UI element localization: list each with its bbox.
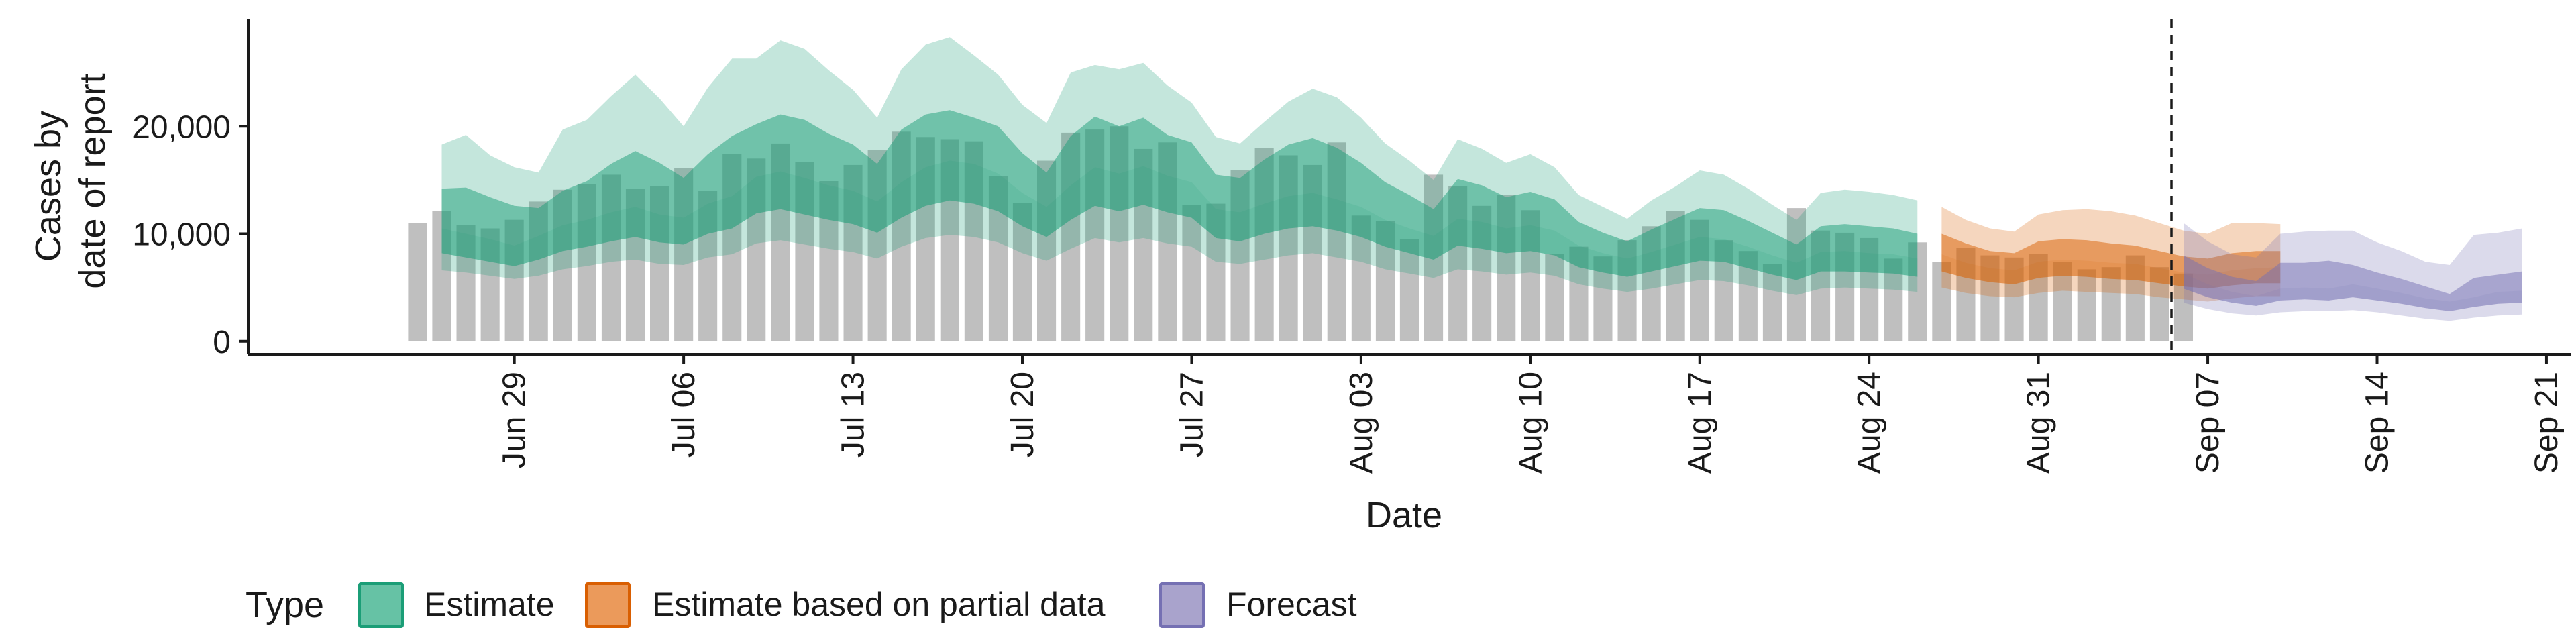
legend-label-estimate: Estimate [424,586,555,623]
x-tick-label: Sep 07 [2190,372,2226,474]
legend: Type Estimate Estimate based on partial … [246,582,1357,628]
x-tick-label: Sep 14 [2360,372,2396,474]
legend-key-partial [585,582,631,628]
legend-label-partial: Estimate based on partial data [652,586,1106,623]
legend-label-forecast: Forecast [1226,586,1357,623]
estimate-ribbon-inner [441,160,1918,280]
bar [2077,269,2096,341]
x-axis-label: Date [1366,495,1442,535]
x-axis-ticks: Jun 29 Jul 06 Jul 13 Jul 20 Jul 27 Aug 03 Aug … [497,354,2565,474]
bar [1182,205,1201,341]
legend-key-forecast [1159,582,1205,628]
x-tick-label: Aug 03 [1344,372,1379,474]
legend-title: Type [246,585,324,625]
bar [2101,267,2121,341]
bar [408,223,427,341]
forecast-ribbon-50 [2184,255,2522,311]
y-axis-label-line-2: date of report [72,73,113,288]
x-tick-label: Aug 17 [1682,372,1718,474]
ribbons [441,37,2522,321]
x-tick-label: Jul 27 [1174,372,1210,458]
y-tick-label: 20,000 [132,109,231,145]
y-axis-label: Cases by date of report [28,73,113,288]
y-tick-label: 0 [213,325,231,360]
bar [1762,264,1782,341]
estimate-ribbon-50 [441,110,1918,280]
x-tick-label: Jul 13 [836,372,871,458]
x-tick-label: Jun 29 [497,372,533,468]
bar [1545,254,1564,341]
x-tick-label: Jul 06 [666,372,702,458]
bar [1399,239,1419,341]
y-axis-label-line-1: Cases by [28,111,68,262]
x-tick-label: Sep 21 [2529,372,2565,474]
x-tick-label: Aug 24 [1851,372,1887,474]
x-tick-label: Jul 20 [1005,372,1040,458]
forecast-ribbon-inner [2184,273,2522,311]
y-tick-label: 10,000 [132,217,231,253]
x-tick-label: Aug 10 [1513,372,1548,474]
x-tick-label: Aug 31 [2021,372,2057,474]
legend-key-estimate [358,582,404,628]
y-axis-ticks: 0 10,000 20,000 [132,109,248,360]
bar [1932,262,1951,341]
